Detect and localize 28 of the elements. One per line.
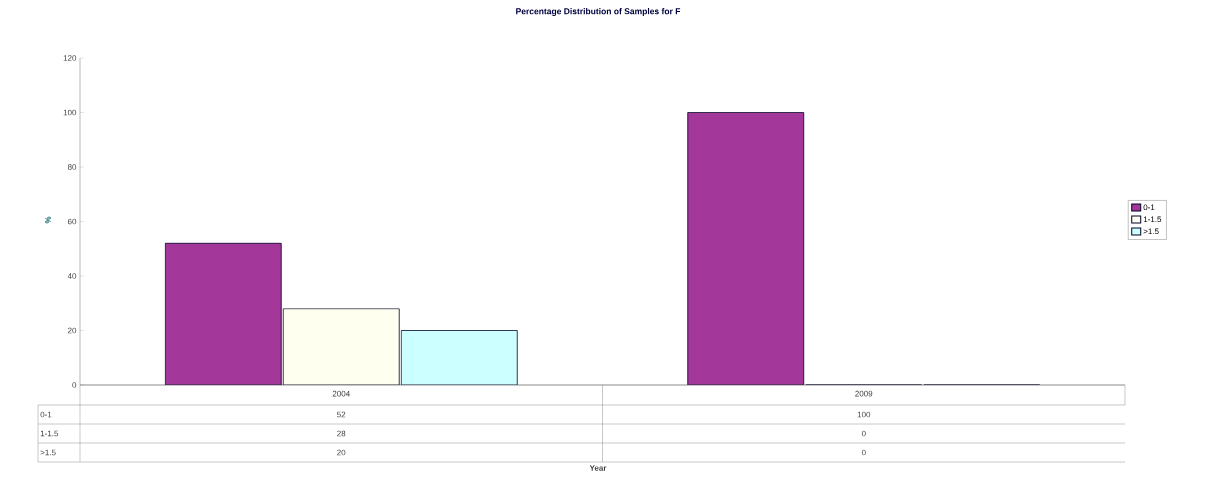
text: 1-1.5: [40, 430, 59, 437]
text: 1-1.5: [1143, 216, 1162, 223]
x-tick-label: 2004: [332, 390, 350, 397]
y-tick-label: 120: [63, 55, 77, 61]
legend-label: >1.5: [1143, 228, 1159, 235]
bar: [164, 242, 282, 385]
y-tick-label: 60: [67, 218, 77, 225]
y-axis-title: %: [45, 216, 51, 224]
legend-label: 0-1: [1143, 204, 1155, 211]
data-label: 28: [337, 430, 346, 437]
y-tick-label: 40: [67, 273, 77, 279]
x-tick-label: 2009: [855, 390, 873, 397]
text: 0-1: [40, 411, 52, 418]
data-label: 20: [337, 449, 346, 456]
data-label: 100: [857, 411, 871, 418]
y-tick-label: 100: [63, 109, 77, 116]
bar: [400, 330, 518, 385]
y-tick-label: 20: [67, 327, 77, 334]
text: >1.5: [40, 449, 56, 456]
chart-title: Percentage Distribution of Samples for F: [516, 8, 681, 16]
bar: [282, 308, 400, 385]
data-label: 0: [861, 449, 866, 456]
y-tick-label: 0: [72, 382, 77, 388]
data-label: 52: [337, 411, 346, 418]
y-tick-label: 80: [67, 164, 77, 170]
bar: [687, 112, 805, 385]
data-label: 0: [861, 430, 866, 437]
text: Year: [589, 465, 607, 471]
